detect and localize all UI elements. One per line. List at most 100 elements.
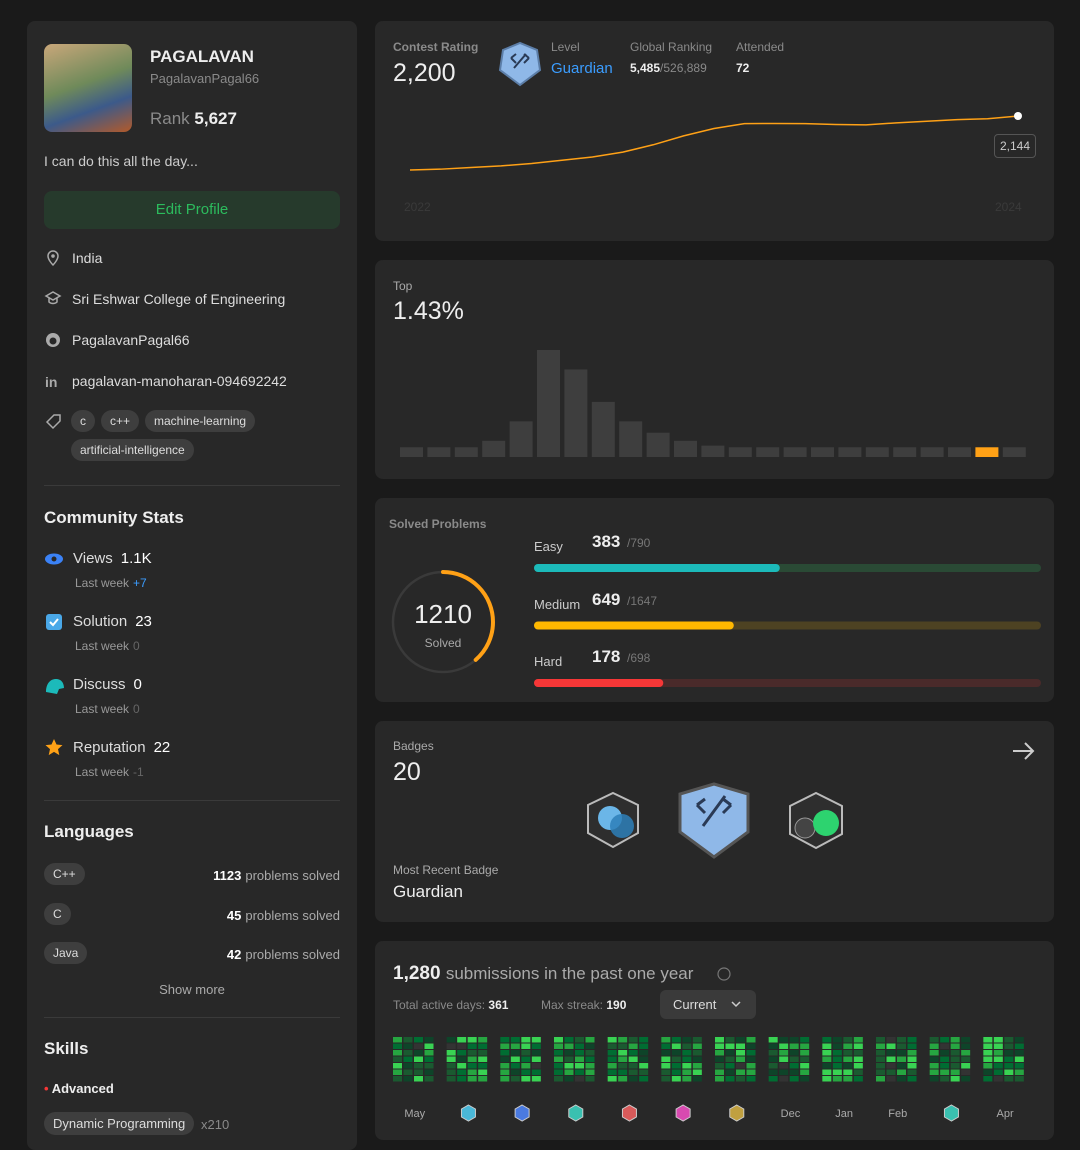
- language-tag[interactable]: C: [44, 902, 71, 925]
- stat-label: Discuss: [73, 676, 126, 693]
- edit-profile-button[interactable]: Edit Profile: [44, 191, 340, 229]
- username: PagalavanPagal66: [150, 71, 260, 86]
- last-week-label: Last week: [75, 702, 130, 716]
- stat-value: 0: [133, 676, 142, 693]
- rank: Rank 5,627: [150, 109, 237, 129]
- stat-row: Reputation 22: [73, 739, 170, 756]
- github: PagalavanPagal66: [72, 332, 190, 348]
- language-count: 45 problems solved: [140, 908, 340, 923]
- label: Badges: [393, 739, 434, 753]
- submissions-heading: 1,280 submissions in the past one year: [393, 963, 693, 985]
- solved-label: Solved: [424, 636, 462, 650]
- dropdown[interactable]: Current: [660, 990, 756, 1019]
- value: 361: [488, 998, 509, 1012]
- ranking-total: /526,889: [660, 61, 707, 75]
- contest-rating: 2,200: [393, 59, 456, 87]
- last-week-value: -1: [133, 765, 144, 779]
- label: Most Recent Badge: [393, 863, 499, 877]
- last-week: Last week -1: [75, 765, 144, 779]
- label: Attended: [736, 40, 785, 54]
- difficulty-solved: 383: [592, 532, 621, 551]
- skill-count: x210: [201, 1117, 230, 1132]
- attended: 72: [736, 61, 750, 75]
- max-streak: Max streak: 190: [541, 998, 626, 1012]
- difficulty-total: /1647: [627, 593, 658, 608]
- difficulty-total: /790: [627, 536, 651, 550]
- submission-count: 1,280: [393, 963, 441, 984]
- tag[interactable]: machine-learning: [145, 410, 256, 432]
- tags: c c++ machine-learning artificial-intellige…: [71, 410, 301, 468]
- count: 45: [226, 907, 242, 923]
- stat-row: Discuss 0: [73, 676, 142, 693]
- svg-text:in: in: [45, 374, 57, 390]
- tag[interactable]: c: [71, 410, 95, 432]
- top-percent: 1.43%: [393, 297, 464, 325]
- skill-level: • Advanced: [44, 1081, 114, 1096]
- difficulty-solved: 649: [592, 589, 621, 609]
- level: Guardian: [551, 60, 613, 77]
- label: Max streak:: [541, 998, 604, 1012]
- rank-label: Rank: [150, 109, 190, 128]
- divider: [44, 1017, 340, 1018]
- last-week-label: Last week: [75, 639, 130, 653]
- difficulty-name: Hard: [534, 654, 563, 669]
- contest-panel: [375, 21, 1054, 241]
- suffix: problems solved: [245, 947, 340, 962]
- stat-label: Solution: [73, 613, 128, 630]
- value: 190: [606, 998, 627, 1012]
- divider: [44, 485, 340, 486]
- tag[interactable]: artificial-intelligence: [71, 439, 194, 461]
- name: PAGALAVAN: [150, 47, 254, 66]
- active-days: Total active days: 361: [393, 998, 508, 1012]
- last-week: Last week +7: [75, 576, 147, 590]
- difficulty-solved: 178: [592, 647, 621, 666]
- last-week-value: 0: [133, 702, 140, 716]
- count: 42: [226, 947, 242, 962]
- stat-value: 22: [153, 739, 171, 756]
- rank-value: 5,627: [194, 109, 237, 128]
- info-icons: in: [44, 250, 62, 430]
- tag[interactable]: c++: [101, 410, 140, 432]
- count: 1123: [213, 868, 242, 883]
- suffix: problems solved: [245, 868, 340, 883]
- skill-level-text: Advanced: [51, 1081, 114, 1096]
- last-week: Last week 0: [75, 702, 140, 716]
- top-panel: [375, 260, 1054, 479]
- section-title: Skills: [44, 1039, 89, 1058]
- last-week-value: 0: [133, 639, 140, 653]
- stat-label: Reputation: [73, 739, 146, 756]
- x-label: 2022: [404, 200, 431, 214]
- bio: I can do this all the day...: [44, 153, 198, 169]
- language-tag[interactable]: Java: [44, 942, 88, 964]
- skill-tag[interactable]: Dynamic Programming: [44, 1112, 195, 1135]
- suffix: problems solved: [245, 907, 340, 923]
- section-title: Languages: [44, 822, 134, 841]
- badges-panel: [375, 721, 1054, 922]
- school: Sri Eshwar College of Engineering: [72, 291, 286, 307]
- last-week-label: Last week: [75, 765, 130, 779]
- badge-count: 20: [393, 758, 421, 786]
- tooltip: 2,144: [994, 134, 1036, 158]
- linkedin: pagalavan-manoharan-094692242: [72, 373, 287, 389]
- stat-value: 1.1K: [120, 550, 152, 567]
- label: Total active days:: [393, 998, 486, 1012]
- difficulty-total: /698: [627, 651, 651, 665]
- last-week-label: Last week: [75, 576, 130, 590]
- label: Contest Rating: [393, 40, 479, 54]
- difficulty-name: Medium: [534, 596, 581, 612]
- submissions-title: submissions in the past one year: [445, 964, 694, 983]
- label: Global Ranking: [630, 40, 713, 54]
- show-more[interactable]: Show more: [159, 982, 225, 997]
- ranking-value: 5,485: [630, 61, 661, 75]
- label: Top: [393, 279, 413, 293]
- label: Solved Problems: [389, 517, 487, 531]
- language-tag[interactable]: C++: [44, 863, 85, 885]
- stat-label: Views: [73, 550, 113, 567]
- difficulty-name: Easy: [534, 539, 563, 554]
- solved-count: 1210: [414, 599, 472, 629]
- location: India: [72, 250, 103, 266]
- stat-row: Views 1.1K: [73, 550, 152, 567]
- stat-value: 23: [135, 613, 152, 630]
- recent-badge: Guardian: [393, 882, 463, 901]
